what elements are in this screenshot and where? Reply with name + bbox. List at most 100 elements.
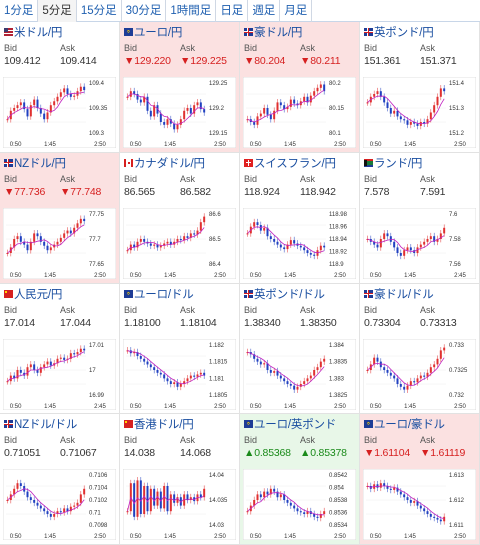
y-axis-label: 7.58	[449, 237, 461, 243]
rate-panel[interactable]: スイスフラン/円 Bid Ask 118.924 118.942 118.98 118.96…	[240, 152, 360, 284]
currency-pair-link[interactable]: ユーロ/英ポンド	[254, 419, 337, 432]
chart-container[interactable]: 80.2 80.15 80.1 0:50 1:45 2:50	[243, 77, 356, 148]
candle	[323, 84, 326, 92]
candle	[293, 505, 296, 509]
currency-pair-link[interactable]: NZドル/ドル	[14, 419, 78, 432]
chart-container[interactable]: 14.04 14.035 14.03 0:50 1:45 2:50	[123, 469, 236, 541]
rate-panel[interactable]: NZドル/ドル Bid Ask 0.71051 0.71067 0.7106 0.7104 0…	[0, 414, 120, 545]
candle	[246, 351, 249, 353]
rate-panel[interactable]: 英ポンド/円 Bid Ask 151.361 151.371 151.4 151.3 151.…	[360, 22, 480, 153]
tab-1hour[interactable]: 1時間足	[166, 0, 217, 22]
ask-price: 118.942	[300, 185, 336, 198]
rate-panel[interactable]: ユーロ/円 Bid Ask ▼129.220 ▼129.225 129.25 129.2 12…	[120, 22, 240, 153]
currency-pair-link[interactable]: ランド/円	[374, 157, 423, 170]
bid-price: 86.565	[124, 185, 155, 198]
currency-pair-link[interactable]: 人民元/円	[14, 288, 63, 301]
x-axis-label: 0:50	[130, 273, 142, 279]
chart-container[interactable]: 0.733 0.7325 0.732 0:50 1:45 2:50	[363, 338, 476, 410]
rate-panel[interactable]: 英ポンド/ドル Bid Ask 1.38340 1.38350 1.384 1.3835 1.…	[240, 283, 360, 415]
candle	[43, 241, 46, 246]
candle	[303, 512, 306, 515]
currency-pair-link[interactable]: ユーロ/豪ドル	[374, 419, 445, 432]
x-axis-label: 1:45	[404, 273, 416, 279]
candle	[429, 235, 432, 239]
currency-pair-link[interactable]: 豪ドル/円	[254, 27, 303, 39]
tab-1min[interactable]: 1分足	[0, 0, 39, 22]
candle	[136, 351, 139, 356]
rate-panel[interactable]: ランド/円 Bid Ask 7.578 7.591 7.6 7.58 7.56 0:50 1:45…	[360, 152, 480, 284]
chart-container[interactable]: 1.182 1.1815 1.181 1.1805 0:50 1:45 2:50	[123, 338, 236, 410]
tab-weekly[interactable]: 週足	[248, 0, 281, 22]
chart-container[interactable]: 118.98 118.96 118.94 118.92 118.9 0:50 1:45 2:5…	[243, 207, 356, 279]
rate-panel[interactable]: 香港ドル/円 Bid Ask 14.038 14.068 14.04 14.035 14.03…	[120, 414, 240, 545]
tab-30min[interactable]: 30分足	[122, 0, 167, 22]
candle	[126, 96, 129, 98]
candle	[179, 119, 182, 125]
rate-chart: 80.2 80.15 80.1 0:50 1:45 2:50	[243, 77, 356, 148]
chart-background	[363, 469, 476, 541]
y-axis-label: 0.8534	[329, 523, 348, 529]
currency-pair-link[interactable]: 香港ドル/円	[134, 419, 194, 432]
bid-price: ▼1.61104	[364, 447, 410, 460]
candle	[383, 96, 386, 103]
x-axis-label: 0:50	[130, 404, 142, 410]
rate-panel[interactable]: NZドル/円 Bid Ask ▼77.736 ▼77.748 77.75 77.7 77.65…	[0, 152, 120, 284]
candle	[409, 122, 412, 125]
moving-average-line	[7, 224, 85, 254]
candle	[149, 363, 152, 367]
tab-monthly[interactable]: 月足	[280, 0, 313, 22]
x-axis-label: 1:45	[44, 142, 56, 148]
currency-pair-link[interactable]: スイスフラン/円	[254, 157, 336, 170]
rate-panel-title: NZドル/円	[4, 156, 119, 170]
rate-panel[interactable]: ユーロ/豪ドル Bid Ask ▼1.61104 ▼1.61119 1.613 1.612 1…	[360, 414, 480, 545]
currency-pair-link[interactable]: カナダドル/円	[134, 157, 205, 170]
currency-pair-link[interactable]: NZドル/円	[14, 157, 66, 170]
currency-pair-link[interactable]: 米ドル/円	[14, 27, 63, 39]
chart-container[interactable]: 77.75 77.7 77.65 0:50 1:45 2:50	[3, 207, 116, 279]
candle	[376, 484, 379, 488]
candle	[13, 375, 16, 378]
candle	[289, 383, 292, 386]
ask-price: 1.18104	[180, 316, 217, 329]
chart-background	[3, 207, 116, 279]
moving-average-line	[127, 349, 205, 384]
currency-pair-link[interactable]: ユーロ/円	[134, 27, 183, 39]
rate-panel[interactable]: ユーロ/ドル Bid Ask 1.18100 1.18104 1.182 1.1815 1.1…	[120, 283, 240, 415]
chart-container[interactable]: 0.8542 0.854 0.8538 0.8536 0.8534 0:50 1:45 2:5…	[243, 469, 356, 541]
chart-container[interactable]: 7.6 7.58 7.56 0:50 1:45 2:45	[363, 207, 476, 279]
bid-ask-prices: ▲0.85368 ▲0.85378	[244, 447, 359, 460]
chart-container[interactable]: 109.4 109.35 109.3 0:50 1:45 2:50	[3, 77, 116, 148]
rate-chart: 77.75 77.7 77.65 0:50 1:45 2:50	[3, 207, 116, 279]
candle	[143, 486, 146, 515]
chart-container[interactable]: 129.25 129.2 129.15 0:50 1:45 2:50	[123, 77, 236, 148]
candle	[169, 119, 172, 124]
candle	[49, 514, 52, 518]
rate-panel[interactable]: 米ドル/円 Bid Ask 109.412 109.414 109.4 109.35 109.…	[0, 22, 120, 153]
rate-panel[interactable]: ユーロ/英ポンド Bid Ask ▲0.85368 ▲0.85378 0.8542 0.85…	[240, 414, 360, 545]
rate-panel-title: 英ポンド/ドル	[244, 287, 359, 301]
candle	[186, 235, 189, 238]
candle	[33, 363, 36, 370]
rate-panel[interactable]: 豪ドル/円 Bid Ask ▼80.204 ▼80.211 80.2 80.15 80.1 0:…	[240, 22, 360, 153]
y-axis-label: 1.383	[329, 376, 345, 382]
chart-container[interactable]: 17.01 17 16.99 0:50 1:45 2:45	[3, 338, 116, 410]
candle	[273, 110, 276, 120]
tab-15min[interactable]: 15分足	[77, 0, 122, 22]
chart-container[interactable]: 1.384 1.3835 1.383 1.3825 0:50 1:45 2:50	[243, 338, 356, 410]
rate-panel[interactable]: カナダドル/円 Bid Ask 86.565 86.582 86.6 86.5 86.4 0:5…	[120, 152, 240, 284]
currency-pair-link[interactable]: 英ポンド/ドル	[254, 288, 325, 301]
currency-pair-link[interactable]: ユーロ/ドル	[134, 288, 194, 301]
tab-5min[interactable]: 5分足	[38, 0, 77, 22]
tab-daily[interactable]: 日足	[216, 0, 249, 22]
candle	[193, 233, 196, 235]
chart-container[interactable]: 151.4 151.3 151.2 0:50 1:45 2:50	[363, 77, 476, 148]
chart-container[interactable]: 86.6 86.5 86.4 0:50 1:45 2:50	[123, 207, 236, 279]
chart-container[interactable]: 0.7106 0.7104 0.7102 0.71 0.7098 0:50 1:45 2:50	[3, 469, 116, 541]
rate-panel[interactable]: 人民元/円 Bid Ask 17.014 17.044 17.01 17 16.99 0:50 1…	[0, 283, 120, 415]
candle	[59, 237, 62, 242]
x-axis-label: 0:50	[130, 534, 142, 540]
currency-pair-link[interactable]: 豪ドル/ドル	[374, 288, 434, 301]
chart-container[interactable]: 1.613 1.612 1.611 0:50 1:45 2:50	[363, 469, 476, 541]
currency-pair-link[interactable]: 英ポンド/円	[374, 27, 434, 39]
rate-panel[interactable]: 豪ドル/ドル Bid Ask 0.73304 0.73313 0.733 0.7325 0.7…	[360, 283, 480, 415]
